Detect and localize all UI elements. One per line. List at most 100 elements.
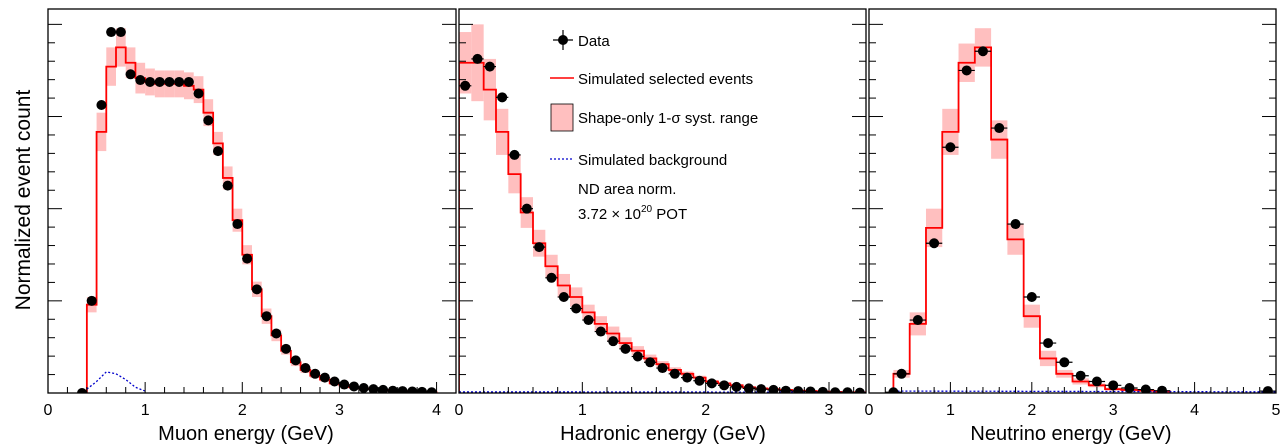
hadronic-energy-panel: 0 1 2 3 bbox=[455, 8, 867, 419]
data-point bbox=[608, 336, 619, 347]
data-point bbox=[497, 92, 508, 103]
data-point bbox=[961, 65, 972, 76]
data-point bbox=[620, 343, 631, 354]
data-point bbox=[261, 311, 272, 322]
panel-frame bbox=[458, 8, 867, 394]
data-point bbox=[669, 368, 680, 379]
data-point bbox=[232, 219, 243, 230]
panel-frame bbox=[868, 8, 1277, 394]
data-point bbox=[387, 385, 398, 393]
x-tick-label: 3 bbox=[335, 402, 344, 419]
data-point bbox=[793, 386, 804, 393]
data-point bbox=[213, 146, 223, 157]
legend-simulated-label: Simulated selected events bbox=[578, 71, 753, 88]
data-point bbox=[546, 272, 557, 283]
data-point bbox=[349, 381, 359, 392]
plot-area bbox=[459, 24, 866, 393]
data-point bbox=[368, 384, 379, 393]
panel-frame bbox=[47, 8, 457, 394]
x-axis-label-muon: Muon energy (GeV) bbox=[158, 423, 334, 445]
background-line bbox=[86, 371, 146, 392]
x-axis-label-hadronic: Hadronic energy (GeV) bbox=[560, 423, 766, 445]
data-point bbox=[183, 76, 194, 87]
data-point bbox=[203, 115, 214, 126]
x-tick-label: 3 bbox=[825, 402, 834, 419]
data-point bbox=[583, 315, 594, 326]
data-point bbox=[977, 46, 988, 57]
x-tick-label: 5 bbox=[1272, 402, 1281, 419]
data-point bbox=[731, 381, 742, 392]
data-point bbox=[115, 27, 126, 38]
x-tick-label: 1 bbox=[578, 402, 587, 419]
data-point bbox=[694, 375, 705, 386]
data-point bbox=[780, 385, 791, 393]
data-point bbox=[300, 363, 311, 374]
data-point bbox=[472, 53, 483, 64]
data-point bbox=[756, 384, 767, 393]
x-tick-label: 4 bbox=[1190, 402, 1199, 419]
legend-background-label: Simulated background bbox=[578, 152, 727, 169]
data-point bbox=[271, 328, 282, 339]
data-point bbox=[805, 386, 816, 393]
data-point bbox=[509, 149, 520, 160]
x-tick-label: 0 bbox=[865, 402, 874, 419]
muon-energy-panel: 0 1 2 3 4 bbox=[44, 8, 457, 419]
data-point bbox=[719, 380, 730, 391]
simulated-histogram bbox=[85, 46, 438, 393]
data-point bbox=[632, 351, 643, 362]
data-point bbox=[378, 384, 389, 393]
data-point bbox=[145, 76, 155, 87]
plot-area bbox=[885, 28, 1276, 393]
data-point bbox=[86, 295, 97, 306]
legend-data-marker bbox=[558, 35, 568, 45]
data-point bbox=[1091, 376, 1102, 387]
data-point bbox=[484, 61, 495, 72]
data-point bbox=[1043, 338, 1054, 349]
data-point bbox=[407, 386, 418, 393]
data-point bbox=[682, 372, 693, 383]
data-point bbox=[358, 383, 369, 393]
x-tick-label: 0 bbox=[455, 402, 464, 419]
data-point bbox=[319, 372, 330, 383]
legend-syst-box bbox=[550, 103, 574, 132]
x-tick-label: 1 bbox=[946, 402, 955, 419]
data-point bbox=[912, 315, 923, 326]
data-point bbox=[193, 88, 204, 99]
data-point bbox=[1010, 219, 1021, 230]
legend-norm-label: ND area norm. bbox=[578, 181, 676, 198]
x-tick-label: 2 bbox=[701, 402, 710, 419]
data-point bbox=[242, 253, 253, 264]
x-tick-label: 4 bbox=[432, 402, 441, 419]
data-point bbox=[164, 76, 175, 87]
data-point bbox=[222, 180, 233, 191]
x-tick-label: 0 bbox=[44, 402, 53, 419]
data-point bbox=[768, 384, 779, 393]
data-point bbox=[896, 368, 907, 379]
data-point bbox=[1026, 292, 1037, 302]
plot-area bbox=[77, 27, 438, 393]
data-point bbox=[521, 203, 532, 214]
data-point bbox=[1059, 357, 1070, 368]
data-point bbox=[830, 387, 841, 393]
data-point bbox=[154, 76, 165, 87]
data-point bbox=[77, 388, 87, 393]
data-point bbox=[251, 284, 262, 295]
data-point bbox=[595, 326, 606, 337]
data-point bbox=[174, 76, 185, 87]
data-point bbox=[842, 387, 853, 393]
legend-data-label: Data bbox=[578, 33, 610, 50]
data-point bbox=[1262, 386, 1273, 393]
data-point bbox=[125, 69, 136, 80]
data-point bbox=[994, 123, 1005, 134]
x-axis-label-neutrino: Neutrino energy (GeV) bbox=[970, 423, 1171, 445]
data-point bbox=[96, 100, 107, 110]
data-point bbox=[558, 292, 569, 302]
data-point bbox=[339, 379, 350, 390]
data-point bbox=[460, 80, 471, 91]
data-point bbox=[645, 357, 656, 368]
data-point bbox=[854, 387, 865, 393]
data-point bbox=[706, 378, 717, 389]
data-point bbox=[310, 368, 321, 379]
data-point bbox=[1075, 370, 1086, 381]
